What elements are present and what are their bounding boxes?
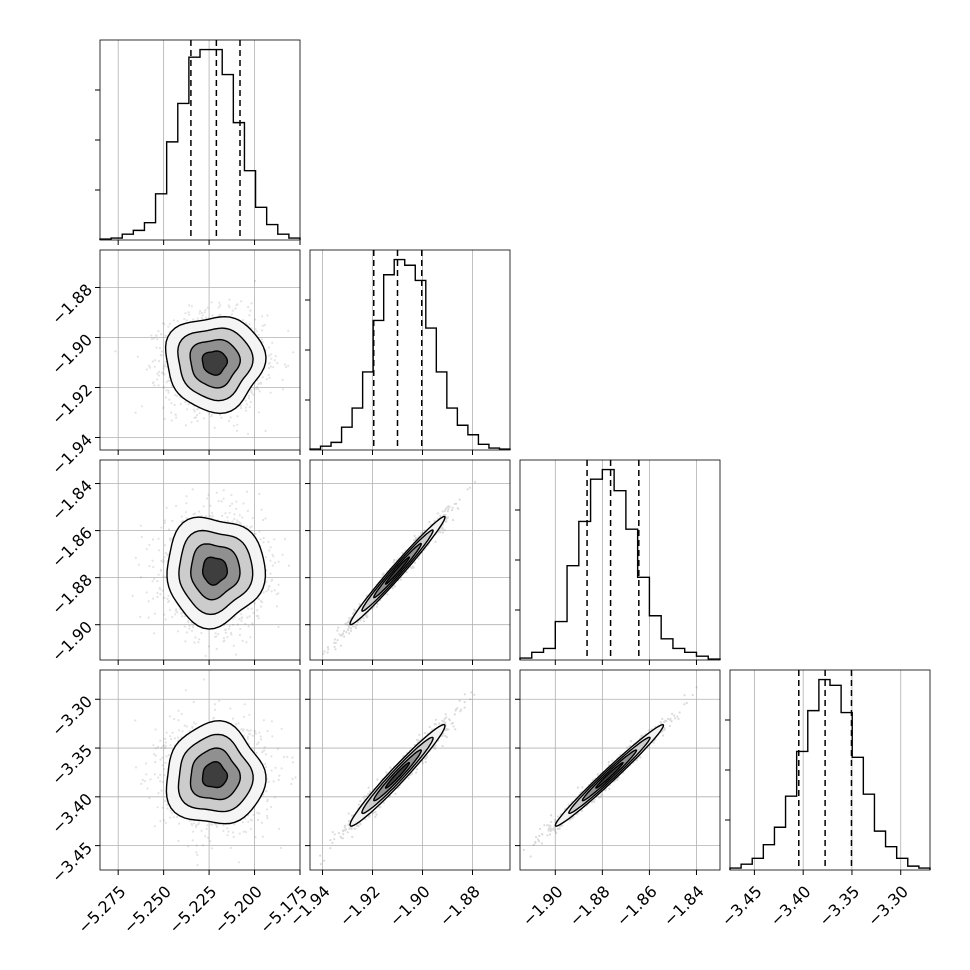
density-fill (385, 557, 410, 585)
histogram-step (729, 678, 931, 870)
y-tick-label: −3.35 (48, 741, 96, 789)
contour-line (349, 723, 446, 827)
contour-line (177, 733, 254, 813)
x-tick-label: −1.88 (566, 882, 614, 930)
x-tick-label: −3.40 (766, 882, 814, 930)
contour-line (384, 556, 411, 585)
histogram-panel-3: −3.45 −3.40 −3.35 −3.30 (718, 669, 931, 930)
y-tick-label: −3.45 (48, 838, 96, 886)
histogram-step (519, 468, 721, 660)
y-tick-label: −1.94 (48, 430, 96, 478)
histogram-panel-1 (305, 249, 511, 455)
x-tick-label: −5.275 (74, 882, 129, 937)
contour-line (595, 762, 624, 789)
x-tick-label: −1.84 (660, 882, 708, 930)
contour-line (361, 529, 434, 612)
scatter-panel-1-2 (305, 459, 511, 665)
x-tick-label: −5.250 (120, 882, 175, 937)
x-tick-label: −3.35 (815, 882, 863, 930)
contour-line (165, 719, 267, 825)
axes-frame (309, 249, 511, 451)
x-tick-label: −5.225 (165, 882, 220, 937)
histogram-panel-0 (95, 39, 301, 245)
density-fill (202, 557, 228, 586)
contour-line (189, 747, 242, 801)
contour-line (189, 338, 242, 389)
contour-line (554, 723, 665, 827)
y-tick-label: −1.84 (48, 476, 96, 524)
contour-line (178, 529, 254, 616)
axes-frame (309, 669, 511, 871)
histogram-panel-2 (515, 459, 721, 665)
x-tick-label: −3.45 (718, 882, 766, 930)
contour-line (164, 315, 267, 415)
contour-line (361, 736, 434, 815)
x-tick-label: −1.92 (336, 882, 384, 930)
axes-frame (99, 39, 301, 241)
contour-line (177, 327, 254, 402)
histogram-step (99, 48, 301, 240)
axes-frame (99, 459, 301, 661)
x-tick-label: −1.90 (386, 882, 434, 930)
x-tick-label: −1.88 (436, 882, 484, 930)
x-tick-label: −1.86 (613, 882, 661, 930)
axes-frame (729, 669, 931, 871)
contour-line (373, 749, 423, 802)
y-tick-label: −1.86 (48, 523, 96, 571)
axes-frame (99, 249, 301, 451)
y-tick-label: −1.88 (48, 570, 96, 618)
contour-line (201, 760, 229, 789)
y-tick-label: −1.88 (48, 280, 96, 328)
density-fill (595, 762, 623, 788)
scatter-panel-1-3: −1.94 −1.92 −1.90 −1.88 (286, 669, 511, 930)
y-tick-label: −1.90 (48, 330, 96, 378)
x-tick-label: −3.30 (864, 882, 912, 930)
contour-line (384, 762, 411, 789)
x-tick-label: −1.90 (519, 882, 567, 930)
density-fill (385, 762, 410, 788)
density-fill (202, 761, 228, 788)
y-tick-label: −1.90 (48, 617, 96, 665)
contour-line (166, 516, 267, 630)
scatter-panel-0-3: −5.275−5.250−5.225−5.200−5.175−3.45−3.40… (48, 669, 311, 937)
axes-frame (519, 669, 721, 871)
contour-line (202, 556, 229, 586)
y-tick-label: −3.40 (48, 789, 96, 837)
scatter-panel-2-3: −1.90−1.88−1.86−1.84 (515, 669, 721, 930)
contour-line (349, 515, 446, 626)
scatter-panel-0-2: −1.90−1.88−1.86−1.84 (48, 459, 301, 665)
scatter-panel-0-1: −1.94−1.92−1.90−1.88 (48, 249, 301, 478)
axes-frame (309, 459, 511, 661)
contour-line (373, 542, 423, 599)
y-tick-label: −1.92 (48, 380, 96, 428)
histogram-step (309, 258, 511, 450)
x-tick-label: −5.200 (211, 882, 266, 937)
contour-line (581, 749, 638, 802)
axes-frame (99, 669, 301, 871)
contour-line (201, 350, 229, 376)
y-tick-label: −3.30 (48, 692, 96, 740)
contour-line (568, 736, 651, 815)
contour-line (190, 543, 241, 601)
density-fill (202, 351, 228, 376)
